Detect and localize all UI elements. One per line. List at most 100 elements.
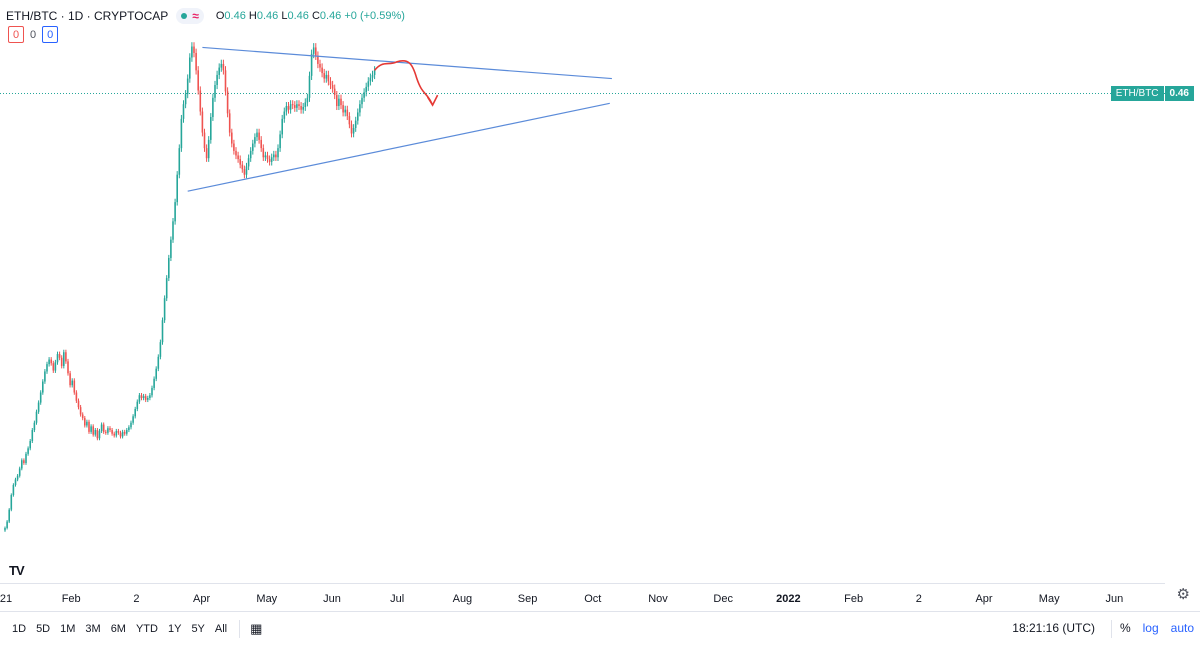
candle-body: [4, 527, 6, 531]
range-1y[interactable]: 1Y: [167, 622, 182, 635]
candle-body: [249, 150, 252, 159]
candle-body: [258, 132, 260, 140]
tradingview-logo[interactable]: TV: [9, 563, 25, 578]
bottom-toolbar: 1D 5D 1M 3M 6M YTD 1Y 5Y All ▦ 18:21:16 …: [0, 611, 1200, 645]
toolbar-divider: [239, 619, 241, 638]
candle-body: [287, 106, 290, 110]
candle-body: [338, 98, 340, 107]
candle-body: [325, 74, 328, 79]
candle-body: [144, 396, 147, 400]
candle-body: [35, 411, 38, 423]
candle-body: [182, 104, 185, 119]
candle-body: [12, 484, 15, 496]
time-axis-tick: 2022: [776, 593, 801, 605]
candle-body: [21, 460, 23, 469]
candle-body: [168, 257, 170, 279]
time-axis[interactable]: 21 Feb 2 Apr May Jun Jul Aug Sep Oct Nov Dec 2022 Feb…: [0, 583, 1165, 612]
candle-body: [228, 113, 231, 133]
candle-body: [201, 111, 204, 133]
ohlc-key: H: [248, 10, 257, 22]
candle-body: [331, 84, 334, 89]
candle-body: [186, 78, 189, 95]
candle-body: [361, 97, 363, 105]
candle-body: [14, 479, 17, 485]
candle-body: [132, 416, 134, 423]
candle-body: [262, 148, 265, 158]
range-ytd[interactable]: YTD: [135, 622, 158, 635]
time-axis-tick: 2: [915, 593, 922, 605]
candle-body: [46, 364, 48, 372]
candle-body: [178, 148, 181, 175]
trendlines[interactable]: [187, 46, 612, 192]
time-axis-tick: Dec: [713, 593, 733, 605]
candle-body: [275, 154, 277, 158]
range-5y[interactable]: 5Y: [191, 622, 205, 635]
range-1d[interactable]: 1D: [12, 622, 27, 635]
candle-body: [315, 47, 317, 56]
range-6m[interactable]: 6M: [110, 622, 126, 635]
sell-counter[interactable]: 0: [8, 26, 24, 43]
range-3m[interactable]: 3M: [85, 622, 101, 635]
ohlc-value: 0.46: [287, 10, 309, 22]
ohlc-value: 0.46: [256, 10, 279, 22]
candle-body: [218, 67, 220, 75]
candle-body: [327, 74, 330, 82]
candle-body: [350, 124, 353, 134]
projection-curve[interactable]: [373, 59, 434, 106]
percent-scale-toggle[interactable]: %: [1119, 621, 1131, 635]
utc-clock[interactable]: 18:21:16 (UTC): [1012, 621, 1095, 635]
time-axis-tick: Nov: [648, 593, 668, 605]
calendar-icon[interactable]: ▦: [250, 620, 263, 636]
price-chart[interactable]: [0, 0, 1200, 583]
candle-body: [273, 154, 275, 158]
range-1m[interactable]: 1M: [60, 622, 76, 635]
log-scale-toggle[interactable]: log: [1142, 621, 1159, 635]
ohlc-value: 0.46: [319, 10, 342, 22]
range-5d[interactable]: 5D: [36, 622, 51, 635]
candle-body: [92, 426, 94, 435]
candle-body: [113, 433, 115, 436]
candle-body: [94, 430, 97, 435]
auto-scale-toggle[interactable]: auto: [1170, 621, 1194, 635]
legend-status-pill[interactable]: ≈: [176, 8, 204, 24]
gear-icon[interactable]: ⚙: [1176, 586, 1190, 603]
candle-body: [210, 117, 212, 140]
candle-body: [161, 320, 164, 343]
candle-body: [69, 373, 71, 386]
candle-body: [128, 427, 130, 431]
candle-body: [157, 356, 160, 369]
candle-body: [172, 221, 174, 240]
legend-symbol[interactable]: ETH/BTC · 1D · CRYPTOCAP: [6, 9, 169, 23]
candle-body: [291, 104, 294, 106]
candle-body: [86, 421, 88, 426]
candle-body: [117, 430, 120, 433]
candle-body: [81, 414, 84, 419]
candle-body: [247, 158, 250, 167]
time-axis-tick: Aug: [452, 593, 473, 605]
candle-body: [136, 401, 139, 409]
candle-body: [119, 432, 122, 437]
candle-body: [281, 118, 283, 135]
candle-body: [50, 359, 52, 364]
range-all[interactable]: All: [214, 622, 228, 635]
candle-body: [65, 352, 67, 362]
trendline[interactable]: [202, 46, 612, 80]
candle-body: [310, 53, 313, 76]
red-projection-drawing[interactable]: [373, 59, 439, 107]
candle-body: [42, 381, 44, 393]
trendline[interactable]: [187, 102, 610, 192]
candle-body: [373, 70, 376, 75]
candle-body: [207, 139, 210, 159]
scale-options: % log auto: [1120, 621, 1194, 635]
candle-body: [60, 357, 63, 366]
buy-counter[interactable]: 0: [42, 26, 59, 43]
candle-body: [239, 159, 241, 165]
ohlc-key: L: [281, 10, 288, 22]
candle-body: [329, 81, 332, 85]
candle-body: [220, 63, 223, 68]
candle-body: [193, 46, 195, 53]
time-axis-tick: 21: [0, 593, 13, 605]
candle-body: [344, 109, 346, 113]
candle-body: [304, 102, 307, 107]
candle-body: [231, 132, 233, 144]
